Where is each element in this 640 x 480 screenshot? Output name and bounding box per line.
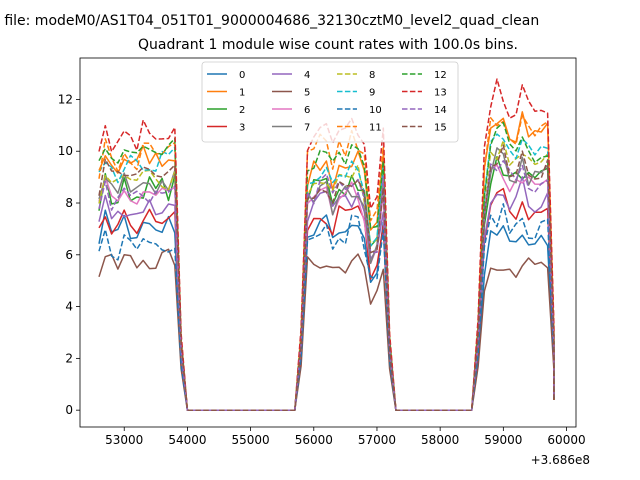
legend-label-3: 3 <box>239 123 245 134</box>
legend-label-13: 13 <box>434 88 447 99</box>
legend-label-15: 15 <box>434 123 447 134</box>
series-line-3 <box>98 187 555 411</box>
chart-title: Quadrant 1 module wise count rates with … <box>138 37 518 53</box>
y-tick-label: 0 <box>65 403 73 417</box>
x-tick-label: 54000 <box>168 433 206 447</box>
axes: 53000 54000 55000 56000 57000 58000 59000 60000… <box>58 57 586 447</box>
y-tick-label: 8 <box>65 196 73 210</box>
series-line-12 <box>98 121 555 411</box>
legend-label-14: 14 <box>434 105 447 116</box>
legend-label-4: 4 <box>304 70 310 81</box>
x-offset-label: +3.686e8 <box>531 453 590 467</box>
y-tick-label: 6 <box>65 248 73 262</box>
chart-suptitle: n file: modeM0/AS1T04_051T01_9000004686_… <box>0 13 539 29</box>
series-line-0 <box>98 209 555 411</box>
x-tick-label: 56000 <box>295 433 333 447</box>
legend-label-7: 7 <box>304 123 310 134</box>
series-lines <box>98 78 555 411</box>
series-line-9 <box>98 133 555 411</box>
legend-label-2: 2 <box>239 105 245 116</box>
series-line-7 <box>98 147 555 411</box>
x-tick-label: 53000 <box>105 433 143 447</box>
series-line-4 <box>98 176 555 411</box>
x-tick-label: 58000 <box>421 433 459 447</box>
plot-frame <box>79 57 577 428</box>
x-tick-label: 57000 <box>358 433 396 447</box>
y-tick-label: 4 <box>65 300 73 314</box>
legend-label-6: 6 <box>304 105 310 116</box>
y-tick-label: 10 <box>58 144 73 158</box>
x-tick-label: 55000 <box>232 433 270 447</box>
legend-label-8: 8 <box>369 70 375 81</box>
legend-label-10: 10 <box>369 105 382 116</box>
legend-label-5: 5 <box>304 88 310 99</box>
series-line-5 <box>98 248 555 411</box>
x-tick-label: 59000 <box>484 433 522 447</box>
series-line-11 <box>98 114 555 411</box>
legend-label-1: 1 <box>239 88 245 99</box>
legend-label-9: 9 <box>369 88 375 99</box>
legend-label-12: 12 <box>434 70 447 81</box>
series-line-10 <box>98 203 555 411</box>
series-line-14 <box>98 160 555 411</box>
series-line-15 <box>98 144 555 411</box>
series-line-6 <box>98 164 555 411</box>
legend-label-0: 0 <box>239 70 245 81</box>
x-tick-label: 60000 <box>547 433 585 447</box>
legend-box <box>201 61 459 143</box>
legend-label-11: 11 <box>369 123 382 134</box>
y-tick-label: 2 <box>65 351 73 365</box>
y-tick-label: 12 <box>58 92 73 106</box>
